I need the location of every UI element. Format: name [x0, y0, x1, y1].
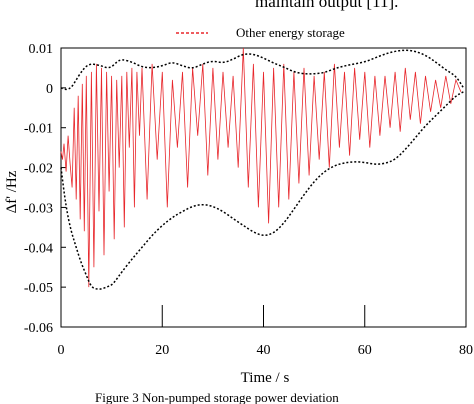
x-tick-label: 60: [358, 343, 372, 358]
y-tick-label: -0.04: [24, 241, 53, 256]
top-text: maintain output [11].: [255, 0, 398, 11]
y-tick-label: -0.02: [24, 162, 53, 177]
x-axis-label: Time / s: [241, 370, 290, 386]
y-tick-label: -0.06: [24, 321, 53, 336]
y-axis-label: Δf' /Hz: [4, 170, 20, 213]
legend-label: Other energy storage: [236, 25, 345, 40]
legend: Other energy storage: [176, 25, 345, 40]
series-line-0: [60, 47, 462, 288]
upper-envelope-curve: [60, 49, 465, 91]
x-tick-label: 20: [155, 343, 169, 358]
y-tick-label: -0.01: [24, 122, 53, 137]
x-tick-label: 80: [459, 343, 473, 358]
lower-envelope-curve: [60, 91, 464, 290]
x-tick-label: 0: [58, 343, 65, 358]
y-tick-label: -0.03: [24, 201, 53, 216]
figure-caption: Figure 3 Non-pumped storage power deviat…: [95, 390, 339, 404]
y-tick-label: 0.01: [29, 42, 54, 57]
y-tick-label: -0.05: [24, 281, 53, 296]
plot-area: 0.01 0 -0.01 -0.02 -0.03 -0.04 -0.05 -0.06 0 20 40…: [24, 42, 473, 358]
y-tick-label: 0: [46, 82, 53, 97]
x-tick-label: 40: [257, 343, 271, 358]
